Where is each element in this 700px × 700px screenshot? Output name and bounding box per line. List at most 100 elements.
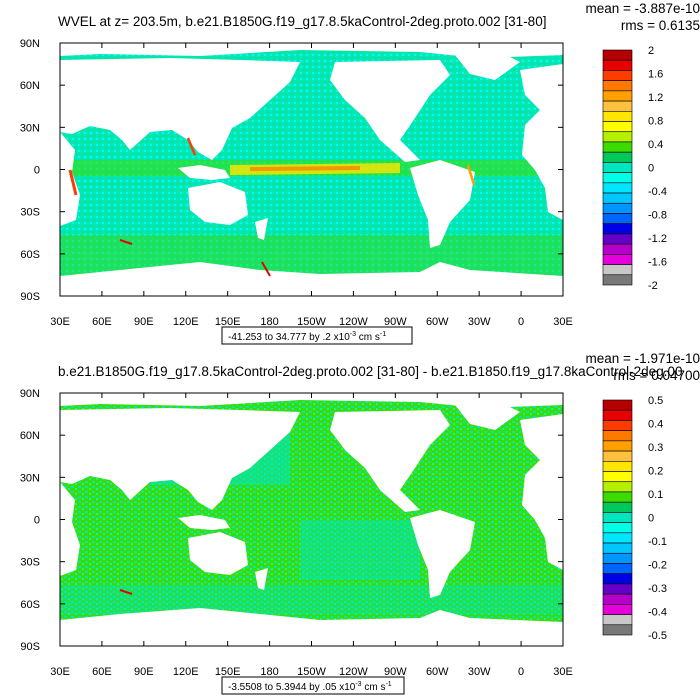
colorbar-swatch xyxy=(602,593,633,605)
colorbar-swatch xyxy=(602,70,633,81)
colorbar-label: -0.5 xyxy=(648,630,667,642)
y-tick-label: 90S xyxy=(20,291,40,303)
greenland-bottom xyxy=(455,402,520,430)
colorbar-swatch xyxy=(602,461,633,472)
x-tick-label: 60W xyxy=(426,316,449,328)
colorbar-label: 0.8 xyxy=(648,116,663,128)
colorbar-swatch xyxy=(602,481,633,493)
colorbar-swatch xyxy=(602,624,633,636)
y-tick-label: 0 xyxy=(34,515,40,527)
y-tick-label: 90N xyxy=(20,38,40,50)
south-america-top xyxy=(410,160,475,248)
south-pacific-patch-bottom xyxy=(300,520,420,580)
colorbar-swatch xyxy=(602,552,633,564)
colorbar-swatch xyxy=(602,604,633,615)
colorbar-label: 0.5 xyxy=(648,395,663,407)
colorbar-swatch xyxy=(602,162,633,173)
colorbar-label: 0 xyxy=(648,163,654,175)
colorbar-swatch xyxy=(602,121,633,133)
range-label-top: -41.253 to 34.777 by .2 x10-3 cm s-1 xyxy=(228,331,386,343)
southern-streak-bottom xyxy=(119,589,133,595)
colorbar-label: -1.2 xyxy=(648,233,667,245)
x-tick-label: 90W xyxy=(384,316,407,328)
colorbar-swatch xyxy=(602,501,633,513)
panel-bottom: b.e21.B1850G.f19_g17.8.5kaControl-2deg.p… xyxy=(20,351,700,695)
colorbar-swatch xyxy=(602,542,633,554)
y-tick-label: 90N xyxy=(20,388,40,400)
colorbar-swatch xyxy=(602,202,633,214)
y-tick-label: 30S xyxy=(20,207,40,219)
colorbar-swatch xyxy=(602,430,633,442)
y-tick-label: 60S xyxy=(20,599,40,611)
x-tick-label: 120W xyxy=(339,666,368,678)
axes-bottom: 30E 60E 90E 120E 150E 180 150W 120W 90W 60W 30W 0 30… xyxy=(20,388,573,678)
rms-top: rms = 0.6135 xyxy=(621,18,700,33)
range-label-bottom: -3.5508 to 5.3944 by .05 x10-3 cm s-1 xyxy=(228,681,392,693)
colorbar-swatch xyxy=(602,583,633,595)
x-tick-label: 180 xyxy=(260,316,278,328)
x-tick-label: 180 xyxy=(260,666,278,678)
colorbar-swatch xyxy=(602,532,633,544)
colorbar-swatch xyxy=(602,90,633,102)
colorbar-top: 2 1.6 1.2 0.8 0.4 0 -0.4 -0.8 -1.2 -1.6 -2 xyxy=(602,45,667,292)
colorbar-swatch xyxy=(602,274,633,286)
colorbar-label: -0.2 xyxy=(648,560,667,572)
colorbar-label: -0.4 xyxy=(648,607,667,619)
mean-bottom: mean = -1.971e-10 xyxy=(586,351,700,366)
colorbar-swatch xyxy=(602,420,633,431)
axes-top: 30E 60E 90E 120E 150E 180 150W 120W 90W 60W 30W 0 30… xyxy=(20,38,573,328)
colorbar-swatch xyxy=(602,141,633,153)
colorbar-swatch xyxy=(602,233,633,245)
southern-streak-2-top xyxy=(261,261,271,277)
eurasia-bottom xyxy=(60,408,300,510)
colorbar-swatch xyxy=(602,182,633,194)
colorbar-label: -0.3 xyxy=(648,583,667,595)
x-tick-label: 90E xyxy=(134,666,154,678)
range-box-bottom xyxy=(221,676,405,695)
colorbar-swatch xyxy=(602,131,633,143)
colorbar-label: 0.1 xyxy=(648,489,663,501)
europe-africa-east-bottom xyxy=(520,414,563,570)
new-zealand-bottom xyxy=(255,568,268,590)
new-zealand-top xyxy=(255,218,268,240)
colorbar-swatch xyxy=(602,213,633,224)
map-field-top xyxy=(60,43,563,296)
colorbar-swatch xyxy=(602,563,633,574)
y-tick-label: 30N xyxy=(20,122,40,134)
colorbar-swatch xyxy=(602,243,633,255)
y-tick-label: 30N xyxy=(20,472,40,484)
colorbar-swatch xyxy=(602,614,633,626)
title-top: WVEL at z= 203.5m, b.e21.B1850G.f19_g17.… xyxy=(58,14,546,29)
colorbar-swatch xyxy=(602,440,633,452)
southern-band-bottom xyxy=(60,585,563,615)
x-tick-label: 0 xyxy=(518,316,524,328)
south-america-bottom xyxy=(410,510,475,598)
north-america-top xyxy=(330,60,450,162)
x-tick-label: 30E xyxy=(553,316,573,328)
colorbar-swatch xyxy=(602,192,633,204)
range-box-top xyxy=(221,326,413,345)
y-tick-label: 60N xyxy=(20,80,40,92)
colorbar-swatch xyxy=(602,450,633,462)
colorbar-swatch xyxy=(602,512,633,523)
indonesia-bottom xyxy=(178,515,230,530)
africa-top xyxy=(60,132,80,226)
rms-bottom: rms = 0.04700 xyxy=(613,368,700,383)
title-bottom: b.e21.B1850G.f19_g17.8.5kaControl-2deg.p… xyxy=(58,364,682,379)
x-tick-label: 60E xyxy=(92,666,112,678)
x-tick-label: 60W xyxy=(426,666,449,678)
colorbar-swatch xyxy=(602,522,633,534)
antarctica-top xyxy=(60,262,563,296)
colorbar-swatch xyxy=(602,491,633,503)
x-tick-label: 30E xyxy=(553,666,573,678)
colorbar-bottom: 0.5 0.4 0.3 0.2 0.1 0 -0.1 -0.2 -0.3 -0.4 -0.5 xyxy=(602,395,667,642)
colorbar-swatch xyxy=(602,264,633,276)
x-tick-label: 150E xyxy=(215,316,241,328)
colorbar-swatch xyxy=(602,399,633,411)
x-tick-label: 150W xyxy=(297,666,326,678)
x-tick-label: 120W xyxy=(339,316,368,328)
colorbar-swatch xyxy=(602,59,633,71)
y-tick-label: 60N xyxy=(20,430,40,442)
europe-africa-east-top xyxy=(520,64,563,220)
